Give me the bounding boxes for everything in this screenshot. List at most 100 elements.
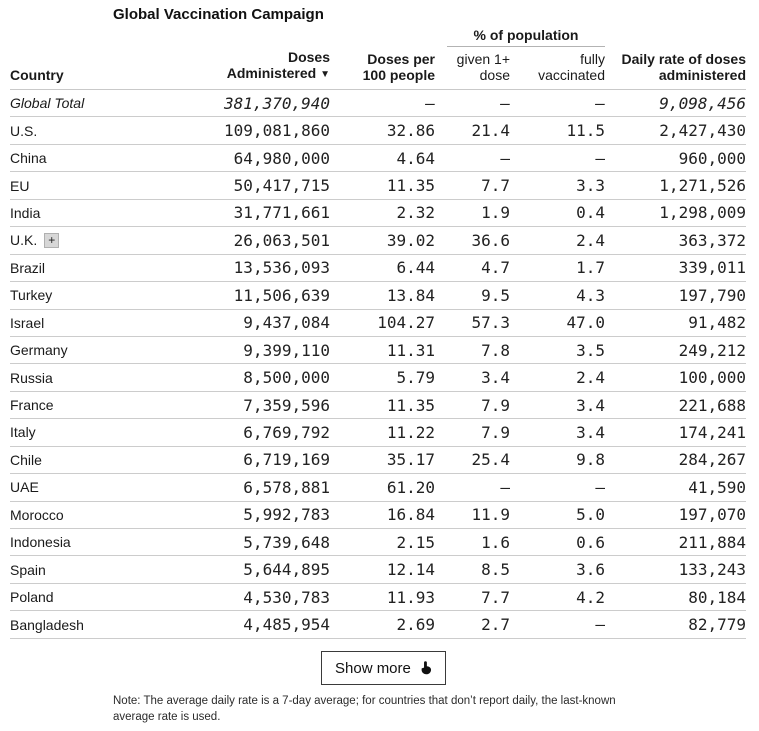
doses-administered-cell: 9,399,110 [243, 340, 330, 360]
doses-per-100-cell: 35.17 [386, 450, 435, 470]
daily-rate-cell: 221,688 [678, 395, 746, 415]
header-line-1: Doses [287, 49, 330, 65]
doses-per-100-cell: 2.15 [396, 532, 435, 552]
country-label: U.K. [10, 232, 38, 249]
doses-administered-cell: 26,063,501 [233, 230, 330, 250]
country-label: Russia [10, 369, 53, 386]
fully-vaccinated-cell: 47.0 [566, 313, 605, 333]
country-label: Chile [10, 451, 42, 468]
given-1plus-dose-cell: 3.4 [481, 368, 510, 388]
daily-rate-cell: 284,267 [678, 450, 746, 470]
fully-vaccinated-cell: 5.0 [576, 505, 605, 525]
table-row: U.K. + 26,063,501 39.02 36.6 2.4 363,372 [10, 227, 746, 255]
daily-rate-cell: 9,098,456 [659, 93, 746, 113]
daily-rate-cell: 197,070 [678, 505, 746, 525]
fully-vaccinated-cell: – [595, 148, 605, 168]
doses-administered-cell: 6,578,881 [243, 477, 330, 497]
fully-vaccinated-cell: – [595, 477, 605, 497]
given-1plus-dose-cell: 4.7 [481, 258, 510, 278]
given-1plus-dose-cell: 7.8 [481, 340, 510, 360]
country-cell: Israel [10, 315, 210, 331]
show-more-label: Show more [335, 659, 411, 677]
country-cell: Spain [10, 562, 210, 578]
header-line-1: given 1+ [456, 51, 510, 67]
doses-administered-cell: 9,437,084 [243, 313, 330, 333]
daily-rate-cell: 82,779 [688, 615, 746, 635]
given-1plus-dose-cell: – [500, 477, 510, 497]
daily-rate-cell: 80,184 [688, 587, 746, 607]
table-group-header-row: % of population [10, 25, 746, 47]
table-header-row: Country Doses Administered ▼ Doses per 1… [10, 47, 746, 90]
column-header-country[interactable]: Country [10, 67, 210, 89]
table-row: Italy 6,769,792 11.22 7.9 3.4 174,241 [10, 419, 746, 447]
given-1plus-dose-cell: – [500, 148, 510, 168]
doses-per-100-cell: 39.02 [386, 230, 435, 250]
country-label: U.S. [10, 122, 38, 139]
doses-per-100-cell: 32.86 [386, 121, 435, 141]
daily-rate-cell: 91,482 [688, 313, 746, 333]
country-cell: Bangladesh [10, 617, 210, 633]
daily-rate-cell: 2,427,430 [659, 121, 746, 141]
doses-per-100-cell: 12.14 [386, 560, 435, 580]
daily-rate-cell: 960,000 [678, 148, 746, 168]
column-header-doses-per-100[interactable]: Doses per 100 people [330, 51, 435, 89]
column-header-doses-administered[interactable]: Doses Administered ▼ [210, 49, 330, 89]
table-row: Global Total 381,370,940 – – – 9,098,456 [10, 90, 746, 118]
country-label: France [10, 397, 54, 414]
country-cell: Poland [10, 589, 210, 605]
sort-desc-icon: ▼ [320, 69, 330, 80]
column-header-fully-vaccinated[interactable]: fully vaccinated [510, 51, 605, 89]
table-row: Chile 6,719,169 35.17 25.4 9.8 284,267 [10, 447, 746, 475]
doses-per-100-cell: 11.35 [386, 395, 435, 415]
country-cell: Indonesia [10, 534, 210, 550]
fully-vaccinated-cell: – [595, 93, 605, 113]
show-more-button[interactable]: Show more [321, 651, 446, 685]
daily-rate-cell: 363,372 [678, 230, 746, 250]
column-header-country-label: Country [10, 67, 64, 83]
given-1plus-dose-cell: 7.9 [481, 422, 510, 442]
country-label: Germany [10, 342, 68, 359]
doses-per-100-cell: – [425, 93, 435, 113]
doses-per-100-cell: 11.31 [386, 340, 435, 360]
doses-administered-cell: 6,769,792 [243, 422, 330, 442]
given-1plus-dose-cell: 11.9 [471, 505, 510, 525]
doses-per-100-cell: 104.27 [377, 313, 435, 333]
country-cell: Turkey [10, 287, 210, 303]
table-row: Morocco 5,992,783 16.84 11.9 5.0 197,070 [10, 502, 746, 529]
fully-vaccinated-cell: 1.7 [576, 258, 605, 278]
doses-per-100-cell: 11.35 [386, 176, 435, 196]
doses-administered-cell: 7,359,596 [243, 395, 330, 415]
fully-vaccinated-cell: 3.4 [576, 422, 605, 442]
doses-per-100-cell: 61.20 [386, 477, 435, 497]
header-line-2: 100 people [362, 67, 435, 83]
table-body: Global Total 381,370,940 – – – 9,098,456… [10, 90, 746, 639]
population-group-header: % of population [447, 27, 605, 47]
expand-country-button[interactable]: + [44, 232, 60, 248]
column-header-given-1plus-dose[interactable]: given 1+ dose [435, 51, 510, 89]
doses-administered-cell: 4,485,954 [243, 615, 330, 635]
doses-administered-cell: 50,417,715 [233, 176, 330, 196]
doses-administered-cell: 13,536,093 [233, 258, 330, 278]
country-label: UAE [10, 479, 39, 496]
country-cell: U.S. [10, 123, 210, 139]
doses-administered-cell: 109,081,860 [224, 121, 330, 141]
fully-vaccinated-cell: 11.5 [566, 121, 605, 141]
country-cell: France [10, 397, 210, 413]
table-row: EU 50,417,715 11.35 7.7 3.3 1,271,526 [10, 172, 746, 200]
table-row: Russia 8,500,000 5.79 3.4 2.4 100,000 [10, 364, 746, 392]
table-row: Poland 4,530,783 11.93 7.7 4.2 80,184 [10, 584, 746, 612]
header-line-1: fully [580, 51, 605, 67]
table-row: India 31,771,661 2.32 1.9 0.4 1,298,009 [10, 200, 746, 228]
vaccination-table: % of population Country Doses Administer… [10, 25, 746, 639]
country-label: Poland [10, 589, 54, 606]
header-line-1: Doses per [367, 51, 435, 67]
daily-rate-cell: 1,271,526 [659, 176, 746, 196]
fully-vaccinated-cell: 4.3 [576, 285, 605, 305]
country-cell: Chile [10, 452, 210, 468]
doses-per-100-cell: 11.22 [386, 422, 435, 442]
country-cell: India [10, 205, 210, 221]
column-header-daily-rate[interactable]: Daily rate of doses administered [605, 51, 747, 89]
daily-rate-cell: 1,298,009 [659, 203, 746, 223]
country-cell: China [10, 150, 210, 166]
